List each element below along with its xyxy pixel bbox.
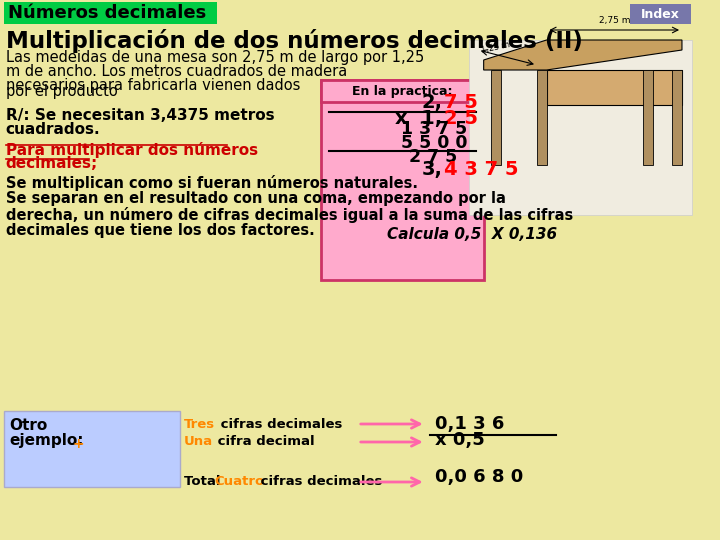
Text: 2 5: 2 5 xyxy=(444,109,478,128)
Text: Cuatro: Cuatro xyxy=(215,475,265,488)
Text: Otro: Otro xyxy=(9,418,48,433)
Text: 1 3 7 5: 1 3 7 5 xyxy=(401,120,467,138)
Text: decimales que tiene los dos factores.: decimales que tiene los dos factores. xyxy=(6,223,315,238)
Text: necesarios para fabricarla vienen dados: necesarios para fabricarla vienen dados xyxy=(6,78,300,93)
Text: 0,0 6 8 0: 0,0 6 8 0 xyxy=(436,468,523,486)
Bar xyxy=(643,70,653,165)
Polygon shape xyxy=(484,40,682,70)
Polygon shape xyxy=(546,70,682,105)
Text: Se multiplican como si fueran números naturales.: Se multiplican como si fueran números na… xyxy=(6,175,418,191)
Text: Una: Una xyxy=(184,435,213,448)
Text: Tres: Tres xyxy=(184,418,215,431)
Text: 2 7 5: 2 7 5 xyxy=(409,148,457,166)
Bar xyxy=(492,70,501,165)
Text: 5 5 0 0: 5 5 0 0 xyxy=(401,134,467,152)
Text: Números decimales: Números decimales xyxy=(8,4,206,22)
Bar xyxy=(4,2,217,24)
Text: 1,25 m: 1,25 m xyxy=(480,40,510,55)
Text: 7 5: 7 5 xyxy=(444,93,478,112)
Text: Se separan en el resultado con una coma, empezando por la: Se separan en el resultado con una coma,… xyxy=(6,191,505,206)
Text: cifra decimal: cifra decimal xyxy=(213,435,315,448)
Text: Las medeidas de una mesa son 2,75 m de largo por 1,25: Las medeidas de una mesa son 2,75 m de l… xyxy=(6,50,424,65)
Text: Calcula 0,5  X 0,136: Calcula 0,5 X 0,136 xyxy=(387,227,557,242)
Text: 2,: 2, xyxy=(421,93,442,112)
Text: 4 3 7 5: 4 3 7 5 xyxy=(444,160,518,179)
Text: Para multiplicar dos números: Para multiplicar dos números xyxy=(6,142,258,158)
Text: cifras decimales: cifras decimales xyxy=(256,475,383,488)
Bar xyxy=(469,40,692,215)
Text: cuadrados.: cuadrados. xyxy=(6,122,100,137)
Text: ejemplo:: ejemplo: xyxy=(9,433,84,448)
Text: Index: Index xyxy=(642,8,680,21)
Bar xyxy=(321,80,484,102)
Text: 0,1 3 6: 0,1 3 6 xyxy=(436,415,505,433)
Text: En la practica:: En la practica: xyxy=(352,84,453,98)
Text: derecha, un número de cifras decimales igual a la suma de las cifras: derecha, un número de cifras decimales i… xyxy=(6,207,573,223)
Text: por el producto: por el producto xyxy=(6,84,117,99)
Bar xyxy=(672,70,682,165)
Bar xyxy=(537,70,546,165)
Text: x  1,: x 1, xyxy=(395,109,442,128)
Bar xyxy=(630,4,690,24)
Text: Total: Total xyxy=(184,475,225,488)
Text: R/: Se necesitan 3,4375 metros: R/: Se necesitan 3,4375 metros xyxy=(6,108,274,123)
Text: 3,: 3, xyxy=(421,160,442,179)
Text: +: + xyxy=(73,437,84,451)
Text: decimales;: decimales; xyxy=(6,156,98,171)
Text: m de ancho. Los metros cuadrados de madera: m de ancho. Los metros cuadrados de made… xyxy=(6,64,347,79)
Text: 2,75 m: 2,75 m xyxy=(598,16,630,25)
Text: Multiplicación de dos números decimales (II): Multiplicación de dos números decimales … xyxy=(6,29,582,53)
Text: x 0,5: x 0,5 xyxy=(436,431,485,449)
Bar xyxy=(4,411,180,487)
Bar xyxy=(321,80,484,280)
Text: cifras decimales: cifras decimales xyxy=(216,418,342,431)
